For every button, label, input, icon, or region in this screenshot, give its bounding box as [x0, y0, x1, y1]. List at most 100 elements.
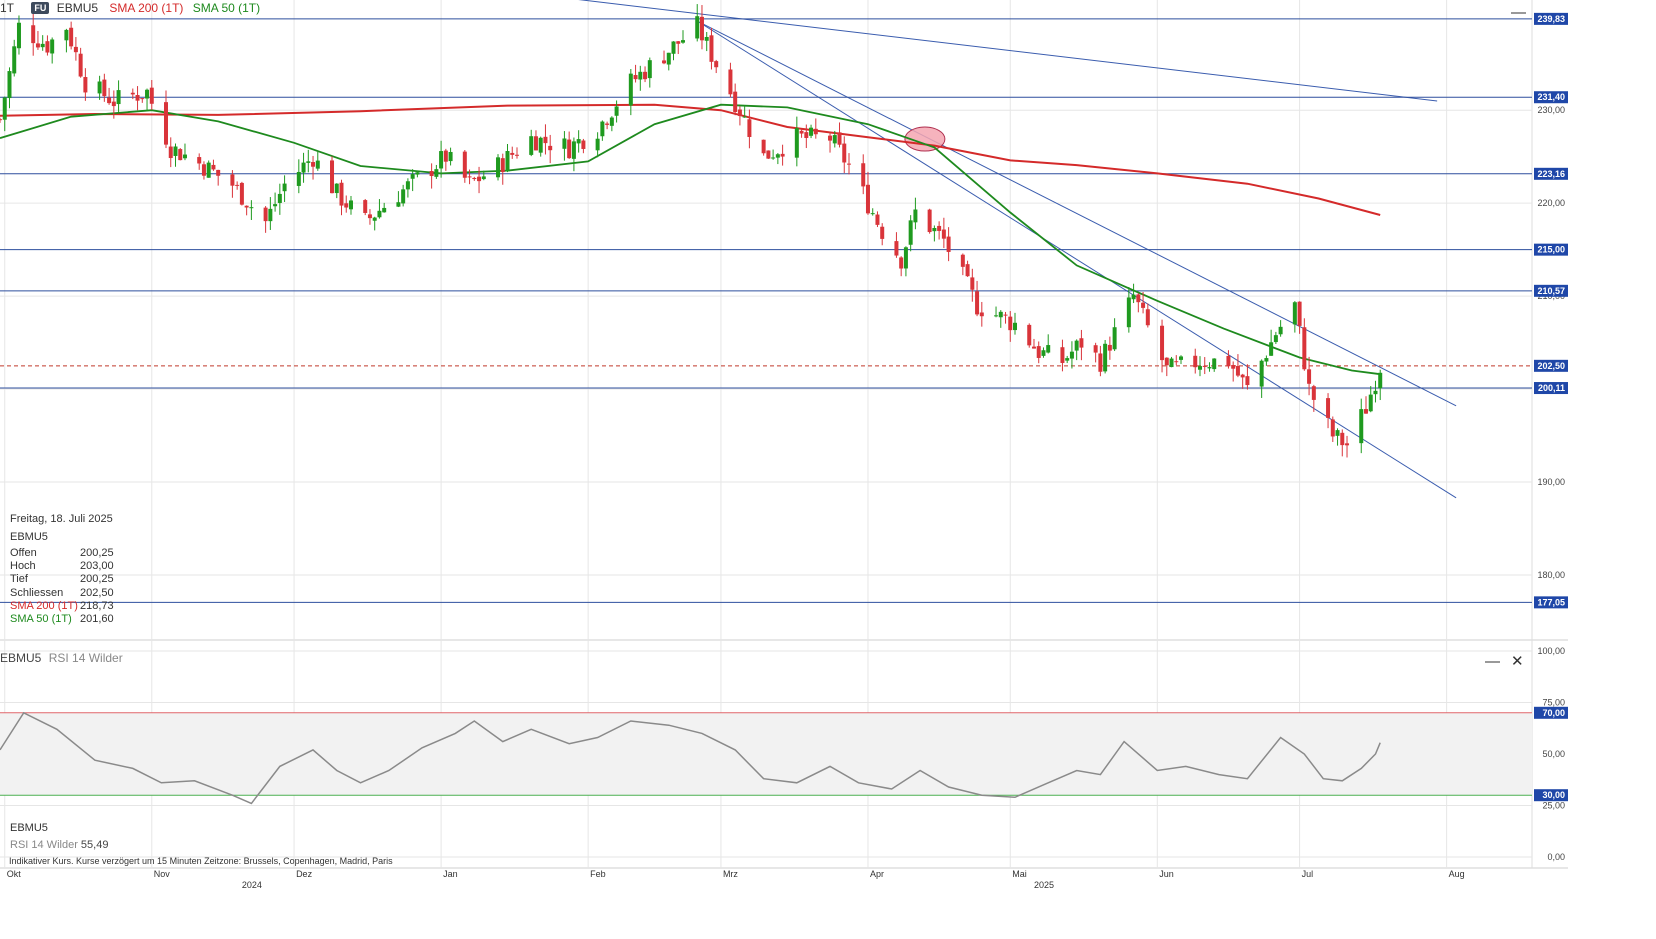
level-label: 200,11	[1538, 383, 1565, 393]
candle-body	[699, 16, 704, 41]
candle-body	[140, 98, 145, 100]
info-value: 203,00	[80, 560, 114, 572]
rsi-y-tick-label: 25,00	[1542, 801, 1565, 811]
candle-body	[1302, 327, 1307, 370]
sma200-legend[interactable]: SMA 200 (1T)	[109, 1, 184, 15]
level-label: 231,40	[1537, 92, 1565, 102]
sma50-legend[interactable]: SMA 50 (1T)	[192, 1, 261, 15]
symbol-label[interactable]: EBMU5	[56, 1, 99, 15]
candle-body	[1326, 398, 1331, 418]
rsi-symbol[interactable]: EBMU5	[0, 651, 42, 665]
candle-body	[899, 257, 904, 269]
candle-body	[216, 169, 221, 176]
candle-body	[235, 184, 240, 186]
info-value: 218,73	[80, 600, 114, 612]
candle-body	[145, 89, 150, 99]
candle-body	[206, 162, 211, 178]
candle-body	[628, 73, 633, 106]
last-price-label: 202,50	[1537, 361, 1565, 371]
candle-body	[448, 151, 453, 162]
candle-body	[633, 75, 638, 80]
candle-body	[1003, 314, 1008, 316]
candle-body	[1112, 327, 1117, 350]
candle-body	[1212, 358, 1217, 370]
candle-body	[927, 209, 932, 233]
trendlines[interactable]	[398, 0, 1457, 499]
candles[interactable]	[0, 4, 1383, 458]
candle-body	[382, 207, 387, 213]
candle-body	[1359, 409, 1364, 444]
info-value: 202,50	[80, 587, 114, 599]
candle-body	[45, 41, 50, 53]
x-tick-label: Okt	[7, 869, 22, 879]
rsi-close-icon[interactable]: ✕	[1511, 653, 1524, 670]
candle-body	[277, 193, 282, 203]
candle-body	[1027, 324, 1032, 346]
candle-body	[1160, 325, 1165, 361]
candle-body	[562, 138, 567, 149]
candle-body	[1060, 347, 1065, 363]
candle-body	[462, 151, 467, 178]
candle-body	[78, 53, 83, 77]
candle-body	[83, 77, 88, 93]
candle-body	[847, 163, 852, 165]
candle-body	[548, 145, 553, 151]
candle-body	[875, 214, 880, 225]
candle-body	[1107, 344, 1112, 351]
minimize-icon[interactable]: —	[1511, 4, 1526, 21]
candle-body	[201, 164, 206, 176]
candle-body	[1273, 335, 1278, 343]
candle-body	[164, 102, 169, 145]
candle-body	[714, 61, 719, 68]
candle-body	[1197, 366, 1202, 370]
candle-body	[960, 254, 965, 267]
candle-body	[1378, 372, 1383, 389]
rsi-minimize-icon[interactable]: —	[1485, 653, 1500, 670]
level-label-bg	[1534, 596, 1568, 609]
candle-body	[111, 101, 116, 107]
candle-body	[809, 127, 814, 136]
rsi-y-tick-label: 75,00	[1542, 698, 1565, 708]
level-label: 177,05	[1537, 597, 1565, 607]
candle-body	[107, 97, 112, 104]
interval-label[interactable]: 1T	[0, 1, 15, 15]
candle-body	[1079, 338, 1084, 348]
candle-body	[348, 200, 353, 210]
info-row-low: Tief 200,25	[10, 573, 114, 585]
candle-body	[197, 157, 202, 164]
info-label: Schliessen	[10, 587, 64, 599]
level-label-bg	[1534, 382, 1568, 395]
candle-body	[728, 69, 733, 95]
candle-body	[937, 225, 942, 231]
rsi-overbought-oversold-band	[0, 712, 1532, 796]
y-tick-label: 220,00	[1537, 198, 1565, 208]
candle-body	[178, 149, 183, 161]
candle-body	[273, 204, 278, 207]
rsi-indicator-label[interactable]: RSI 14 Wilder	[48, 651, 123, 665]
candle-body	[1145, 309, 1150, 326]
info-label: SMA 50 (1T)	[10, 613, 72, 625]
chart-canvas[interactable]: SepOktNovDezJanFebMrzAprMaiJunJulAug2024…	[0, 0, 1568, 889]
candle-body	[932, 228, 937, 232]
candle-body	[975, 291, 980, 315]
info-label: Tief	[10, 573, 28, 585]
candle-body	[609, 117, 614, 126]
candle-body	[1074, 340, 1079, 351]
candle-body	[1264, 358, 1269, 362]
axes: SepOktNovDezJanFebMrzAprMaiJunJulAug2024…	[7, 105, 1565, 889]
candle-body	[1041, 350, 1046, 356]
x-tick-label: Apr	[870, 869, 884, 879]
horizontal-levels[interactable]	[0, 18, 1532, 603]
candle-body	[643, 71, 648, 80]
candle-body	[339, 182, 344, 206]
candle-body	[1046, 345, 1051, 353]
candle-body	[832, 135, 837, 144]
candle-body	[1141, 302, 1146, 308]
candle-body	[965, 264, 970, 277]
info-label: Hoch	[10, 560, 36, 572]
candle-body	[1311, 386, 1316, 400]
last-price-label-bg	[1534, 359, 1568, 372]
moving-averages	[0, 103, 1381, 376]
candle-body	[1240, 374, 1245, 378]
info-value: 200,25	[80, 547, 114, 559]
